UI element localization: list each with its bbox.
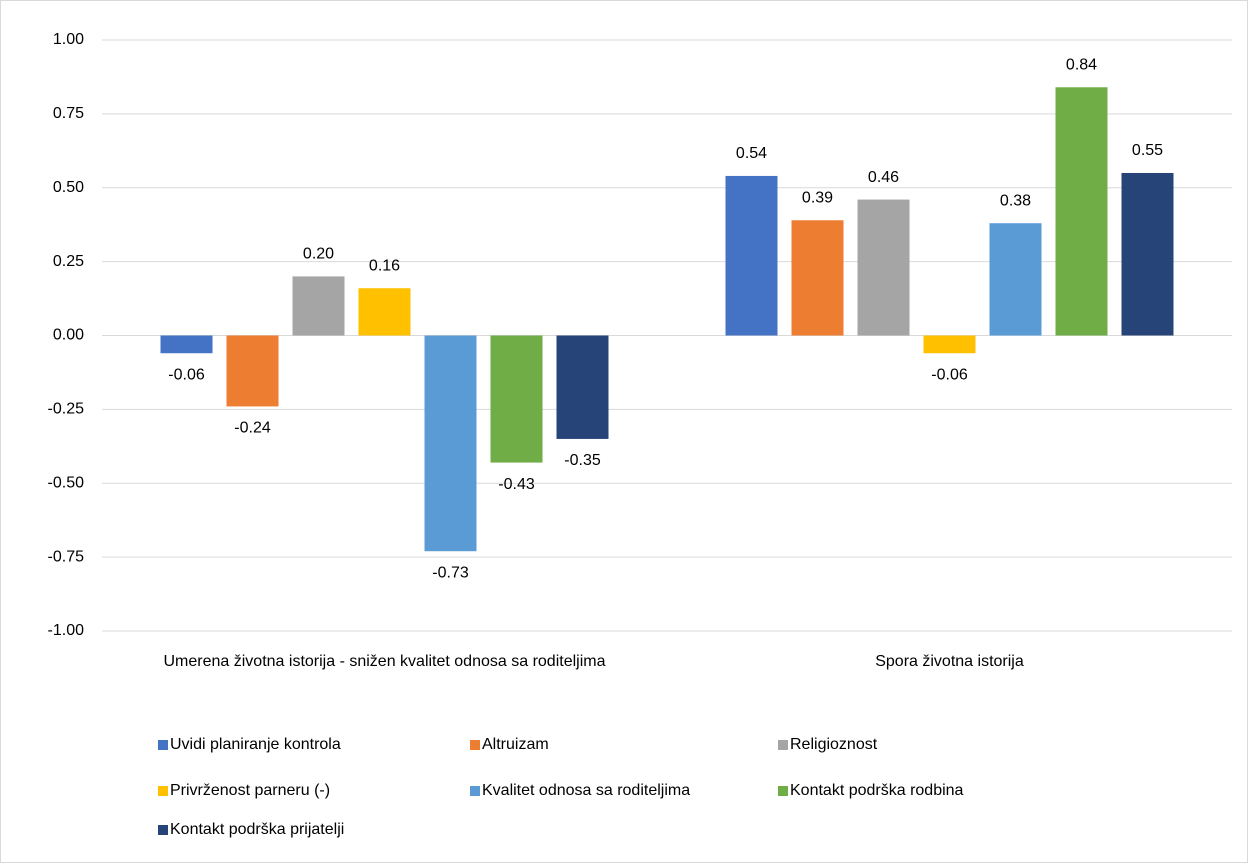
data-label: -0.73	[432, 564, 469, 581]
bar	[160, 335, 213, 354]
legend-swatch	[778, 786, 788, 796]
data-label: 0.55	[1132, 142, 1163, 159]
legend-label: Privrženost parneru (-)	[170, 782, 330, 799]
data-label: -0.06	[168, 366, 205, 383]
legend-label: Kontakt podrška prijatelji	[170, 821, 344, 838]
legend-swatch	[778, 740, 788, 750]
bar	[1121, 172, 1174, 336]
y-tick-label: 0.75	[53, 105, 84, 122]
bar	[556, 335, 609, 439]
y-tick-label: -0.75	[48, 548, 85, 565]
data-label: -0.35	[564, 452, 601, 469]
y-tick-label: -0.25	[48, 401, 85, 418]
bar	[226, 335, 279, 407]
bar	[725, 175, 778, 336]
y-tick-label: 1.00	[53, 31, 84, 48]
legend-label: Religioznost	[790, 736, 878, 753]
bar	[923, 335, 976, 354]
bar	[490, 335, 543, 463]
data-label: 0.20	[303, 246, 334, 263]
data-label: -0.06	[931, 366, 968, 383]
y-tick-label: 0.00	[53, 327, 84, 344]
y-tick-label: -1.00	[48, 622, 85, 639]
y-tick-label: 0.25	[53, 253, 84, 270]
legend-swatch	[158, 825, 168, 835]
data-label: 0.39	[802, 189, 833, 206]
bar	[358, 288, 411, 336]
data-label: 0.46	[868, 169, 899, 186]
bar	[292, 276, 345, 336]
legend-label: Kontakt podrška rodbina	[790, 782, 964, 799]
bar	[857, 199, 910, 336]
data-label: 0.54	[736, 145, 767, 162]
data-label: -0.24	[234, 420, 271, 437]
bar	[989, 223, 1042, 336]
bar	[424, 335, 477, 552]
legend-label: Kvalitet odnosa sa roditeljima	[482, 782, 690, 799]
y-tick-label: -0.50	[48, 474, 85, 491]
data-label: 0.38	[1000, 192, 1031, 209]
legend-label: Altruizam	[482, 736, 549, 753]
data-label: 0.16	[369, 257, 400, 274]
legend-swatch	[470, 786, 480, 796]
y-tick-label: 0.50	[53, 179, 84, 196]
legend-swatch	[158, 740, 168, 750]
x-tick-label: Umerena životna istorija - snižen kvalit…	[163, 653, 606, 670]
bar	[1055, 87, 1108, 336]
data-label: 0.84	[1066, 56, 1097, 73]
legend-label: Uvidi planiranje kontrola	[170, 736, 341, 753]
bar	[791, 220, 844, 336]
data-label: -0.43	[498, 476, 535, 493]
x-tick-label: Spora životna istorija	[875, 653, 1024, 670]
legend-swatch	[158, 786, 168, 796]
legend-swatch	[470, 740, 480, 750]
